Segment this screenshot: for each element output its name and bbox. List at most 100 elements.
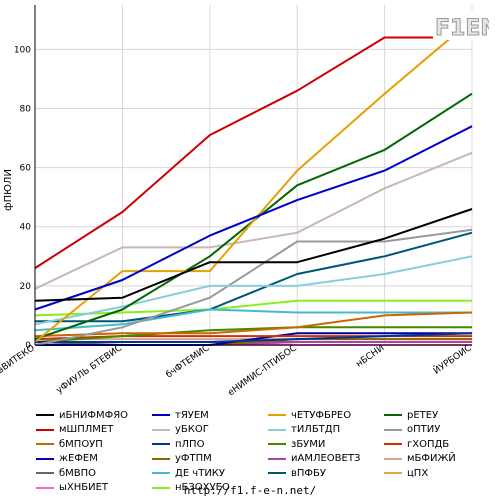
legend-label: жЕФЕМ [59, 453, 98, 464]
legend-item: цПХ [384, 466, 428, 480]
legend-item: тЯУЕМ [152, 408, 209, 422]
legend-label: цПХ [407, 467, 429, 479]
legend-item: рЕТЕУ [384, 408, 438, 422]
legend-item: жЕФЕМ [36, 452, 98, 466]
legend-item: пЛПО [152, 437, 204, 451]
y-tick-label: 20 [20, 282, 32, 292]
y-axis-label: фПЮЛИ [3, 169, 14, 211]
series-line [35, 231, 473, 323]
y-tick-label: 0 [25, 341, 31, 351]
legend-swatch [36, 472, 54, 474]
legend-swatch [152, 414, 170, 416]
plot-area [35, 5, 472, 345]
legend-item: иАМЛЕОВЕТЗ [268, 452, 360, 466]
legend-label: мБФИЖЙ [407, 453, 456, 464]
legend-swatch [36, 414, 54, 416]
legend-label: гХОПДБ [407, 438, 450, 450]
legend-label: тЯУЕМ [175, 409, 209, 421]
x-tick-label: вВИТЕКО [0, 343, 37, 376]
legend-label: зБУМИ [291, 438, 326, 450]
legend-swatch [36, 486, 54, 489]
series-line [34, 308, 472, 332]
legend-item: нБЗОХУЕО [152, 481, 230, 495]
series-line [34, 125, 473, 311]
legend-item: мБФИЖЙ [384, 452, 456, 466]
legend-swatch [36, 428, 54, 431]
x-tick-label: уФИУЛЬ БТЕВИС [55, 343, 124, 396]
legend-swatch [268, 472, 286, 474]
legend-item: чЕТУФБРЕО [268, 408, 351, 422]
legend-label: тИЛБТДП [291, 424, 341, 435]
legend-label: ыХНБИЕТ [59, 482, 109, 493]
legend-item: ыХНБИЕТ [36, 481, 108, 495]
legend-swatch [384, 414, 402, 416]
legend-label: бМВПО [59, 467, 97, 479]
legend-label: пЛПО [175, 438, 205, 450]
legend-swatch [152, 472, 170, 474]
legend-label: рЕТЕУ [407, 409, 439, 421]
legend-item: тИЛБТДП [268, 423, 340, 437]
y-tick-label: 40 [20, 223, 32, 233]
legend-label: уБКОГ [175, 424, 209, 435]
legend-label: оПТИУ [407, 424, 441, 435]
y-tick-label: 100 [14, 45, 31, 55]
legend-label: чЕТУФБРЕО [291, 409, 352, 421]
legend-swatch [384, 472, 402, 474]
series-line [34, 228, 473, 346]
legend-swatch [268, 443, 286, 445]
legend-label: нБЗОХУЕО [175, 482, 230, 493]
legend-item: вПФБУ [268, 466, 326, 480]
legend-item: бМПОУП [36, 437, 103, 451]
y-tick-label: 80 [20, 104, 32, 114]
legend-label: бМПОУП [59, 438, 103, 450]
legend-swatch [152, 457, 170, 460]
legend-swatch [384, 443, 402, 445]
legend-swatch [268, 414, 286, 416]
x-tick-label: бчФТЕМИС [164, 343, 211, 380]
legend-swatch [152, 443, 170, 445]
legend-swatch [384, 457, 402, 460]
x-tick-label: ЙУРБОИС [431, 342, 474, 377]
y-tick-label: 60 [20, 164, 32, 174]
legend-item: мШПЛМЕТ [36, 423, 113, 437]
series-line [34, 326, 472, 343]
legend-item: зБУМИ [268, 437, 325, 451]
f1en-logo: F1EN [433, 10, 499, 42]
series-line [34, 19, 473, 343]
legend-item: уФТПМ [152, 452, 212, 466]
footer-url[interactable]: http://f1.f-e-n.net/ [183, 484, 317, 497]
legend-swatch [268, 457, 286, 460]
chart-axes [34, 5, 472, 346]
series-line [34, 36, 472, 269]
legend-label: иАМЛЕОВЕТЗ [291, 453, 361, 464]
legend-label: мШПЛМЕТ [59, 424, 114, 435]
legend-item: бМВПО [36, 466, 96, 480]
legend-item: иБНИФМФЯО [36, 408, 128, 422]
legend-label: иБНИФМФЯО [59, 409, 129, 421]
legend-label: уФТПМ [175, 453, 212, 464]
legend-item: уБКОГ [152, 423, 209, 437]
series-line [34, 208, 473, 302]
legend-swatch [152, 486, 170, 489]
series-line [34, 255, 473, 326]
series-line [34, 311, 473, 338]
x-tick-label: еНИМИС-ПТИБОС [226, 343, 299, 398]
series-line [34, 151, 473, 290]
legend-label: ДЕ чТИКУ [175, 467, 225, 479]
legend-swatch [384, 428, 402, 431]
chart-series [34, 19, 473, 346]
svg-text:F1EN: F1EN [435, 16, 489, 40]
legend-item: оПТИУ [384, 423, 440, 437]
legend-swatch [36, 457, 54, 460]
legend-item: ДЕ чТИКУ [152, 466, 225, 480]
legend-swatch [152, 428, 170, 431]
series-line [35, 332, 473, 343]
legend-label: вПФБУ [291, 467, 326, 479]
legend-swatch [268, 428, 286, 431]
legend-swatch [36, 443, 54, 445]
legend-item: гХОПДБ [384, 437, 449, 451]
x-tick-label: нБСНИ [355, 343, 387, 369]
chart-grid [34, 5, 473, 346]
series-line [34, 299, 472, 317]
